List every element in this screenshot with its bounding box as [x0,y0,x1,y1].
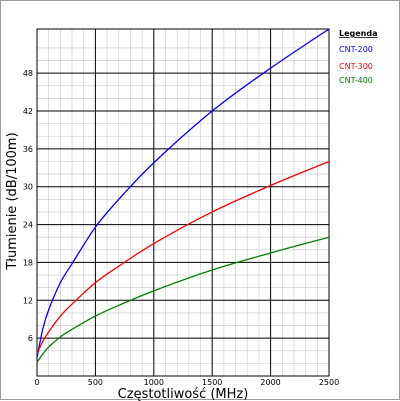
series-lines [36,28,330,363]
x-tick-label: 2500 [319,378,339,387]
series-line-cnt-400 [36,236,330,363]
y-tick-label: 18 [23,258,33,267]
y-tick-label: 42 [23,107,33,116]
x-tick-label: 0 [34,378,39,387]
x-tick-labels: 0 500 1000 1500 2000 2500 [34,378,339,387]
y-tick-label: 30 [23,183,33,192]
y-tick-label: 48 [23,69,33,78]
plot-area-border [36,28,330,377]
x-axis-title: Częstotliwość (MHz) [118,387,249,401]
legend-entry-cnt-200: CNT-200 [339,45,373,54]
legend-title: Legenda [339,29,378,38]
x-tick-label: 500 [88,378,103,387]
y-tick-label: 36 [23,145,33,154]
x-tick-label: 2000 [260,378,280,387]
legend-entry-cnt-300: CNT-300 [339,62,373,71]
minor-grid [37,29,329,376]
y-tick-label: 12 [23,296,33,305]
series-line-cnt-300 [36,160,330,354]
y-tick-labels: 6 12 18 24 30 36 42 48 [23,69,33,343]
x-tick-label: 1000 [144,378,164,387]
y-tick-label: 6 [28,334,33,343]
y-axis-title: Tłumienie (dB/100m) [5,132,20,270]
y-tick-label: 24 [23,221,33,230]
major-grid [37,29,329,376]
series-line-cnt-200 [36,28,330,358]
legend: Legenda CNT-200 CNT-300 CNT-400 [339,29,378,85]
legend-entry-cnt-400: CNT-400 [339,76,373,85]
x-tick-label: 1500 [202,378,222,387]
